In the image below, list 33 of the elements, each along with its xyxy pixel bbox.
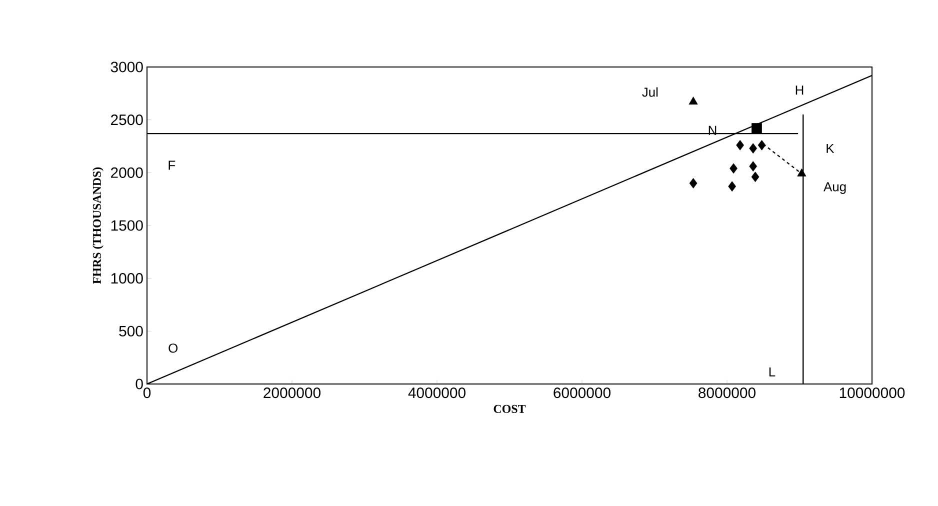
x-tick-label: 4000000 bbox=[408, 388, 466, 398]
annotation: Jul bbox=[642, 87, 658, 97]
annotation: Aug bbox=[824, 182, 846, 194]
annotation: O bbox=[168, 344, 178, 353]
x-tick-label: 8000000 bbox=[698, 388, 756, 398]
y-tick-label: 1500 bbox=[111, 220, 143, 231]
point bbox=[749, 143, 758, 154]
point bbox=[689, 178, 698, 188]
x-tick-label: 10000000 bbox=[840, 388, 905, 398]
point bbox=[728, 181, 736, 192]
y-tick-label: 2500 bbox=[110, 114, 143, 126]
point bbox=[752, 123, 762, 134]
y-tick-label: 0 bbox=[136, 378, 143, 390]
annotation: H bbox=[796, 86, 804, 95]
x-tick-label: 2000000 bbox=[264, 388, 320, 398]
y-tick-label: 500 bbox=[119, 326, 143, 336]
annotation: F bbox=[168, 160, 176, 170]
y-axis-title: FHRS (THOUSANDS) bbox=[92, 167, 104, 284]
x-tick-label: 6000000 bbox=[554, 388, 610, 398]
y-tick-label: 3000 bbox=[110, 62, 143, 72]
annotation: K bbox=[826, 144, 834, 153]
y-tick-label: 2000 bbox=[110, 167, 143, 178]
point bbox=[758, 140, 766, 150]
y-tick-label: 1000 bbox=[111, 273, 143, 284]
point bbox=[797, 168, 806, 176]
point bbox=[749, 161, 758, 172]
point bbox=[736, 140, 744, 150]
point bbox=[751, 172, 760, 182]
annotation: L bbox=[769, 367, 776, 376]
point bbox=[730, 163, 738, 174]
point bbox=[688, 96, 698, 105]
x-tick-label: 0 bbox=[143, 388, 151, 398]
x-axis-title: COST bbox=[494, 404, 526, 413]
